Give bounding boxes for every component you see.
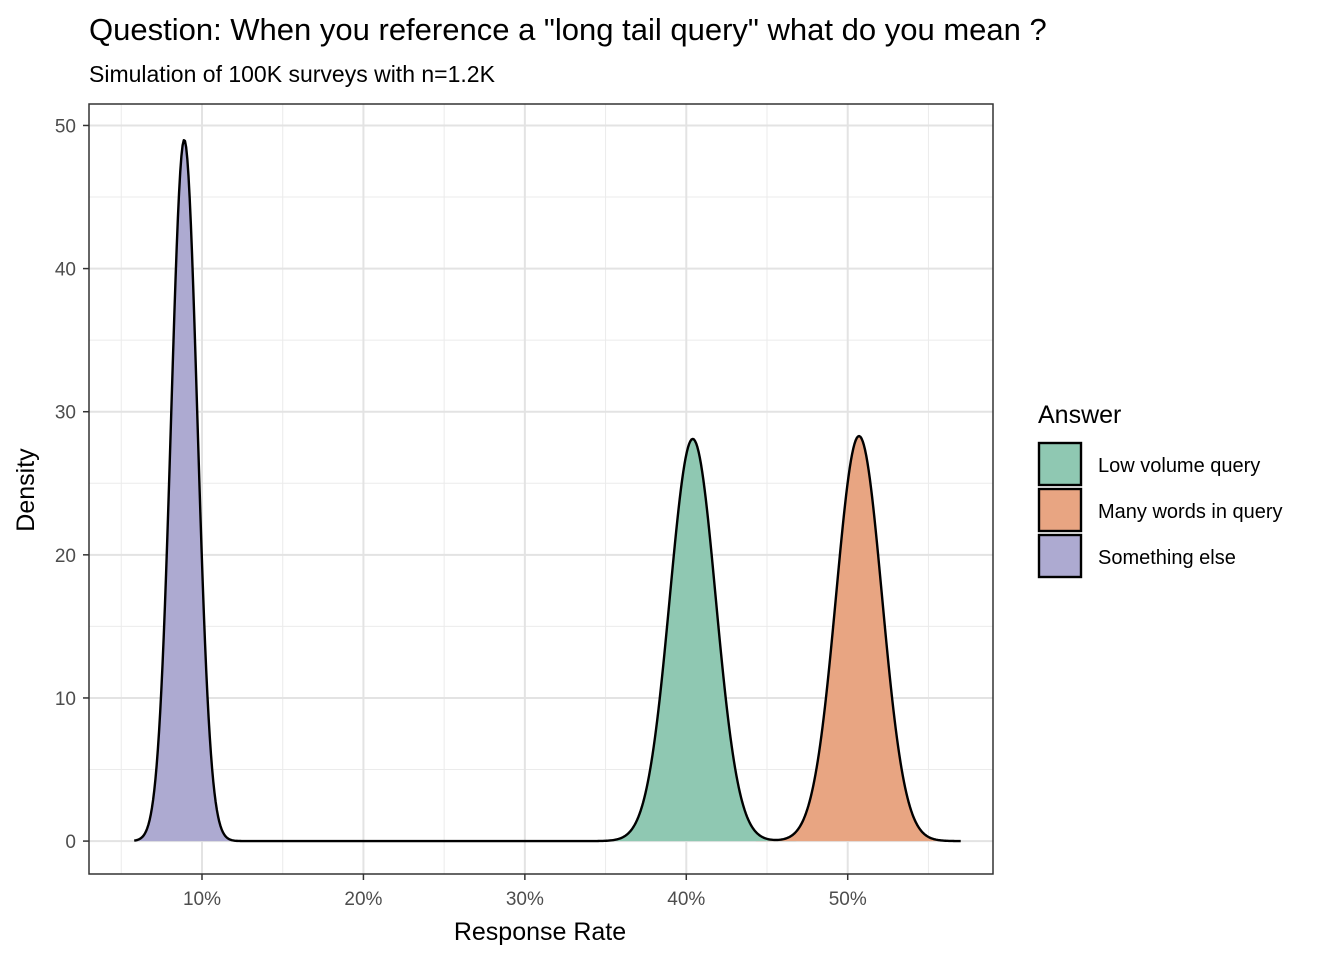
panel-border (88, 103, 994, 875)
legend-key-something-else (1037, 533, 1083, 579)
chart-subtitle: Simulation of 100K surveys with n=1.2K (89, 61, 496, 87)
chart-title: Question: When you reference a "long tai… (89, 12, 1047, 47)
y-tick-label: 50 (55, 116, 76, 137)
legend-title: Answer (1038, 401, 1121, 429)
x-axis-title: Response Rate (454, 918, 626, 946)
legend-key-many-words-in-query (1037, 487, 1083, 533)
legend-key-low-volume-query (1037, 441, 1083, 487)
density-outline (134, 139, 961, 843)
legend-label-low-volume-query: Low volume query (1098, 455, 1260, 477)
x-tick-label: 40% (667, 889, 705, 910)
y-tick-label: 40 (55, 260, 76, 281)
x-axis: 10% 20% 30% 40% 50% (183, 874, 867, 910)
y-tick-label: 20 (55, 546, 76, 567)
legend-label-something-else: Something else (1098, 547, 1236, 569)
x-tick-label: 20% (344, 889, 382, 910)
y-tick-label: 30 (55, 403, 76, 424)
density-area-many-words-in-query (134, 436, 961, 842)
x-tick-label: 10% (183, 889, 221, 910)
x-tick-label: 50% (829, 889, 867, 910)
y-tick-label: 0 (65, 832, 76, 853)
legend-label-many-words-in-query: Many words in query (1098, 501, 1283, 523)
plot-panel (88, 103, 994, 875)
y-tick-label: 10 (55, 689, 76, 710)
legend: Answer Low volume query Many words in que… (1037, 401, 1283, 579)
x-tick-label: 30% (506, 889, 544, 910)
y-axis: 0 10 20 30 40 50 (55, 116, 89, 853)
y-axis-title: Density (12, 448, 40, 532)
